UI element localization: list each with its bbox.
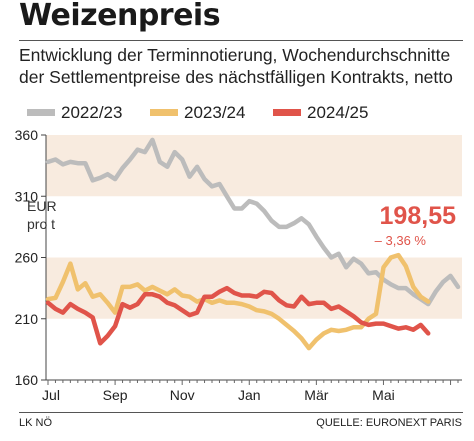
legend-label: 2024/25 — [307, 103, 369, 122]
unit-label: EUR — [27, 198, 57, 214]
legend-label: 2022/23 — [61, 103, 123, 122]
x-tick-label: Nov — [170, 387, 195, 403]
series-line-2022-23 — [45, 137, 461, 307]
title-divider — [19, 40, 463, 41]
footer-credit: LK NÖ — [19, 417, 53, 429]
x-tick-label: Mär — [304, 387, 328, 403]
legend-swatch — [150, 109, 178, 117]
legend-item-2023-24: 2023/24 — [150, 103, 245, 123]
footer-source: QUELLE: EURONEXT PARIS — [316, 417, 462, 429]
shaded-band — [46, 135, 462, 197]
y-tick-label: 160 — [15, 372, 39, 388]
y-tick-label: 210 — [15, 311, 39, 327]
y-tick-label: 260 — [15, 250, 39, 266]
legend-item-2024-25: 2024/25 — [273, 103, 368, 123]
page-title: Weizenpreis — [19, 0, 221, 33]
unit-label: pro t — [27, 216, 55, 232]
legend-swatch — [273, 109, 301, 117]
x-tick-label: Sep — [103, 387, 128, 403]
y-tick-label: 310 — [15, 188, 39, 204]
last-value-label: 198,55 — [380, 202, 457, 230]
x-tick-label: Jul — [42, 387, 60, 403]
chart-subtitle: Entwicklung der Terminnotierung, Wochend… — [19, 45, 453, 87]
y-tick-label: 360 — [15, 127, 39, 143]
series-line-2024-25 — [45, 285, 431, 346]
x-tick-label: Jan — [238, 387, 261, 403]
change-label: – 3,36 % — [375, 233, 427, 248]
legend-swatch — [27, 109, 55, 117]
footer-divider — [19, 412, 463, 413]
x-tick-label: Mai — [372, 387, 395, 403]
legend-label: 2023/24 — [184, 103, 246, 122]
legend-item-2022-23: 2022/23 — [27, 103, 122, 123]
